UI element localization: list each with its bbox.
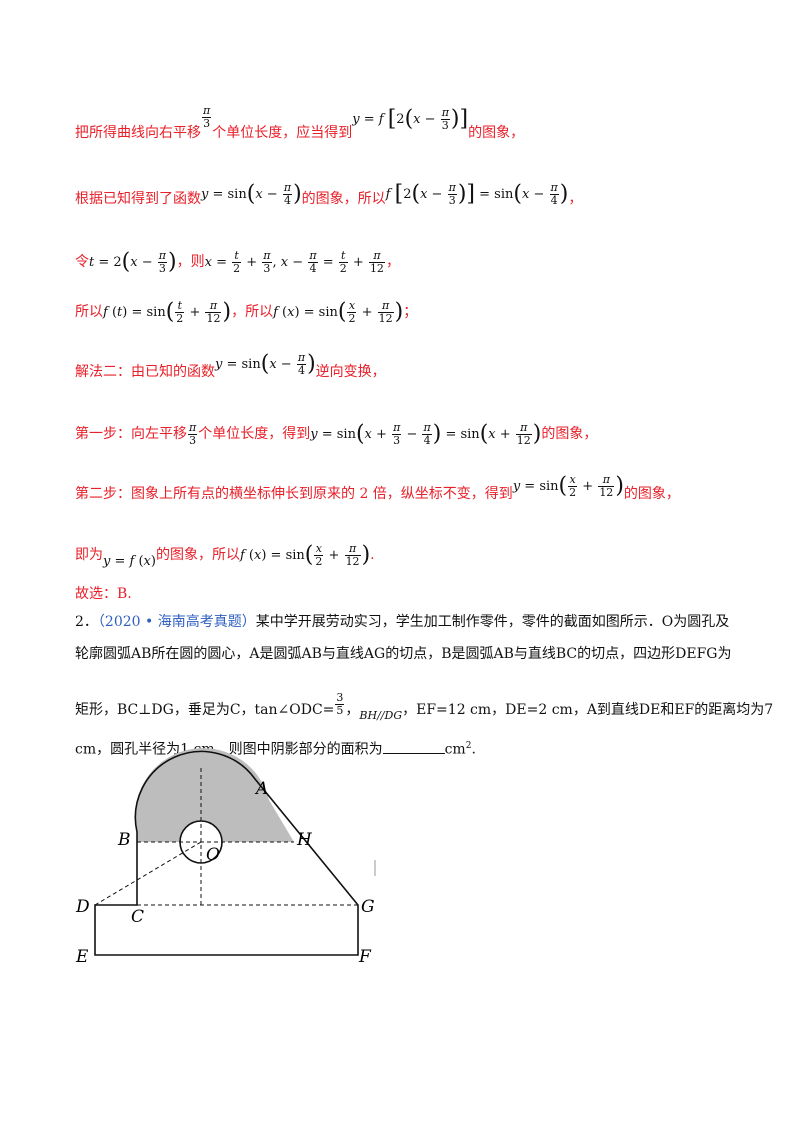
line-2-text-mid: 的图象，所以	[301, 191, 386, 207]
line-8-text-mid: 的图象，所以	[155, 547, 240, 563]
line-4-text-pre: 所以	[75, 304, 103, 320]
math-step-2-result: y = sin(x 2 + π 12)	[512, 473, 624, 499]
unit-cm: cm	[444, 741, 466, 758]
line-7-text-pre: 第二步：图象上所有点的横坐标伸长到原来的 2 倍，纵坐标不变，得到	[75, 486, 513, 502]
math-bh-parallel-dg: BH//DG	[359, 709, 403, 722]
label-d: D	[75, 897, 90, 917]
question-text-3d: ，EF=12 cm，DE=2 cm，A到直线DE和EF的距离均为7	[402, 702, 774, 718]
math-known-function: y = sin(x − π 4)	[215, 351, 316, 377]
solution-line-8: 即为y = f (x)的图象，所以f (x) = sin(x 2 + π 12).	[75, 542, 375, 570]
math-f-of-t: f (t) = sin(t 2 + π 12)	[103, 299, 232, 325]
solution-line-2: 根据已知得到了函数y = sin(x − π 4)的图象，所以f [2(x − π…	[75, 181, 583, 212]
line-1-text-pre: 把所得曲线向右平移	[75, 125, 201, 141]
question-2-line-4: cm，圆孔半径为1 cm，则图中阴影部分的面积为 cm2.	[75, 736, 476, 760]
math-f-equals-sin: f [2(x − π 3)] = sin(x − π 4)	[385, 181, 569, 207]
question-source: （2020 • 海南高考真题）	[97, 614, 256, 630]
question-2-line-3: 矩形，BC⊥DG，垂足为C，tan∠ODC= 3 5 ，BH//DG，EF=12 cm…	[75, 691, 774, 723]
label-o: O	[206, 845, 220, 865]
label-g: G	[361, 897, 375, 917]
math-t-substitution: t = 2(x − π 3)	[89, 249, 177, 275]
line-6-text-mid: 个单位长度，得到	[198, 426, 311, 442]
question-number: 2．	[75, 614, 98, 630]
label-a: A	[254, 779, 268, 799]
line-4-text-post: ；	[403, 304, 418, 320]
question-text-3b: ，	[345, 702, 360, 718]
line-1-text-mid: 个单位长度，应当得到	[212, 125, 353, 141]
math-y-f-expression: y = f [2(x − π 3)]	[352, 106, 469, 132]
line-6-text-pre: 第一步：向左平移	[75, 426, 187, 442]
question-text-4c: .	[471, 741, 476, 758]
math-final-f-of-x: f (x) = sin(x 2 + π 12)	[239, 542, 371, 568]
shaded-region	[135, 748, 294, 842]
label-h: H	[296, 830, 313, 850]
line-5-text-post: 逆向变换，	[315, 364, 386, 380]
line-6-text-post: 的图象，	[541, 426, 598, 442]
label-c: C	[131, 907, 144, 927]
answer-blank	[382, 741, 445, 754]
part-outline	[94, 750, 359, 956]
label-f: F	[358, 947, 372, 967]
question-text-3a: 矩形，BC⊥DG，垂足为C，tan∠ODC=	[75, 702, 335, 718]
line-2-text-post: ，	[568, 191, 583, 207]
line-1-text-post: 的图象，	[468, 125, 525, 141]
line-3-text-pre: 令	[75, 254, 89, 270]
solution-line-4: 所以f (t) = sin(t 2 + π 12)，所以f (x) = sin(x 2…	[75, 300, 417, 325]
line-3-text-post: ，	[385, 254, 400, 270]
question-text-4a: cm，圆孔半径为1 cm，则图中阴影部分的面积为	[75, 741, 383, 758]
line-3-text-mid: ，则	[176, 254, 205, 270]
line-4-text-mid: ，所以	[231, 304, 274, 320]
math-y-equals-f-x: y = f (x)	[103, 554, 156, 569]
unit-superscript: 2	[465, 741, 472, 751]
question-2-line-1: 2．（2020 • 海南高考真题）某中学开展劳动实习，学生加工制作零件，零件的截…	[75, 612, 729, 632]
line-5-text-pre: 解法二：由已知的函数	[75, 364, 215, 380]
label-b: B	[117, 830, 131, 850]
line-8-text-pre: 即为	[75, 547, 103, 563]
answer-line: 故选：B.	[75, 586, 132, 602]
question-2-line-2: 轮廓圆弧AB所在圆的圆心，A是圆弧AB与直线AG的切点，B是圆弧AB与直线BC的…	[75, 646, 732, 662]
solution-line-1: 把所得曲线向右平移 π 3 个单位长度，应当得到y = f [2(x − π 3)]的图…	[75, 104, 525, 146]
math-y-sin-x-minus-pi-4: y = sin(x − π 4)	[201, 181, 302, 207]
solution-line-7: 第二步：图象上所有点的横坐标伸长到原来的 2 倍，纵坐标不变，得到y = sin…	[75, 473, 680, 507]
math-f-of-x: f (x) = sin(x 2 + π 12)	[273, 299, 404, 325]
question-text-1: 某中学开展劳动实习，学生加工制作零件，零件的截面如图所示．O为圆孔及	[255, 614, 730, 630]
line-2-text-pre: 根据已知得到了函数	[75, 191, 201, 207]
line-7-text-post: 的图象，	[623, 486, 680, 502]
label-e: E	[75, 947, 89, 967]
solution-line-5: 解法二：由已知的函数y = sin(x − π 4)逆向变换，	[75, 351, 386, 385]
line-8-text-post: .	[370, 547, 375, 563]
